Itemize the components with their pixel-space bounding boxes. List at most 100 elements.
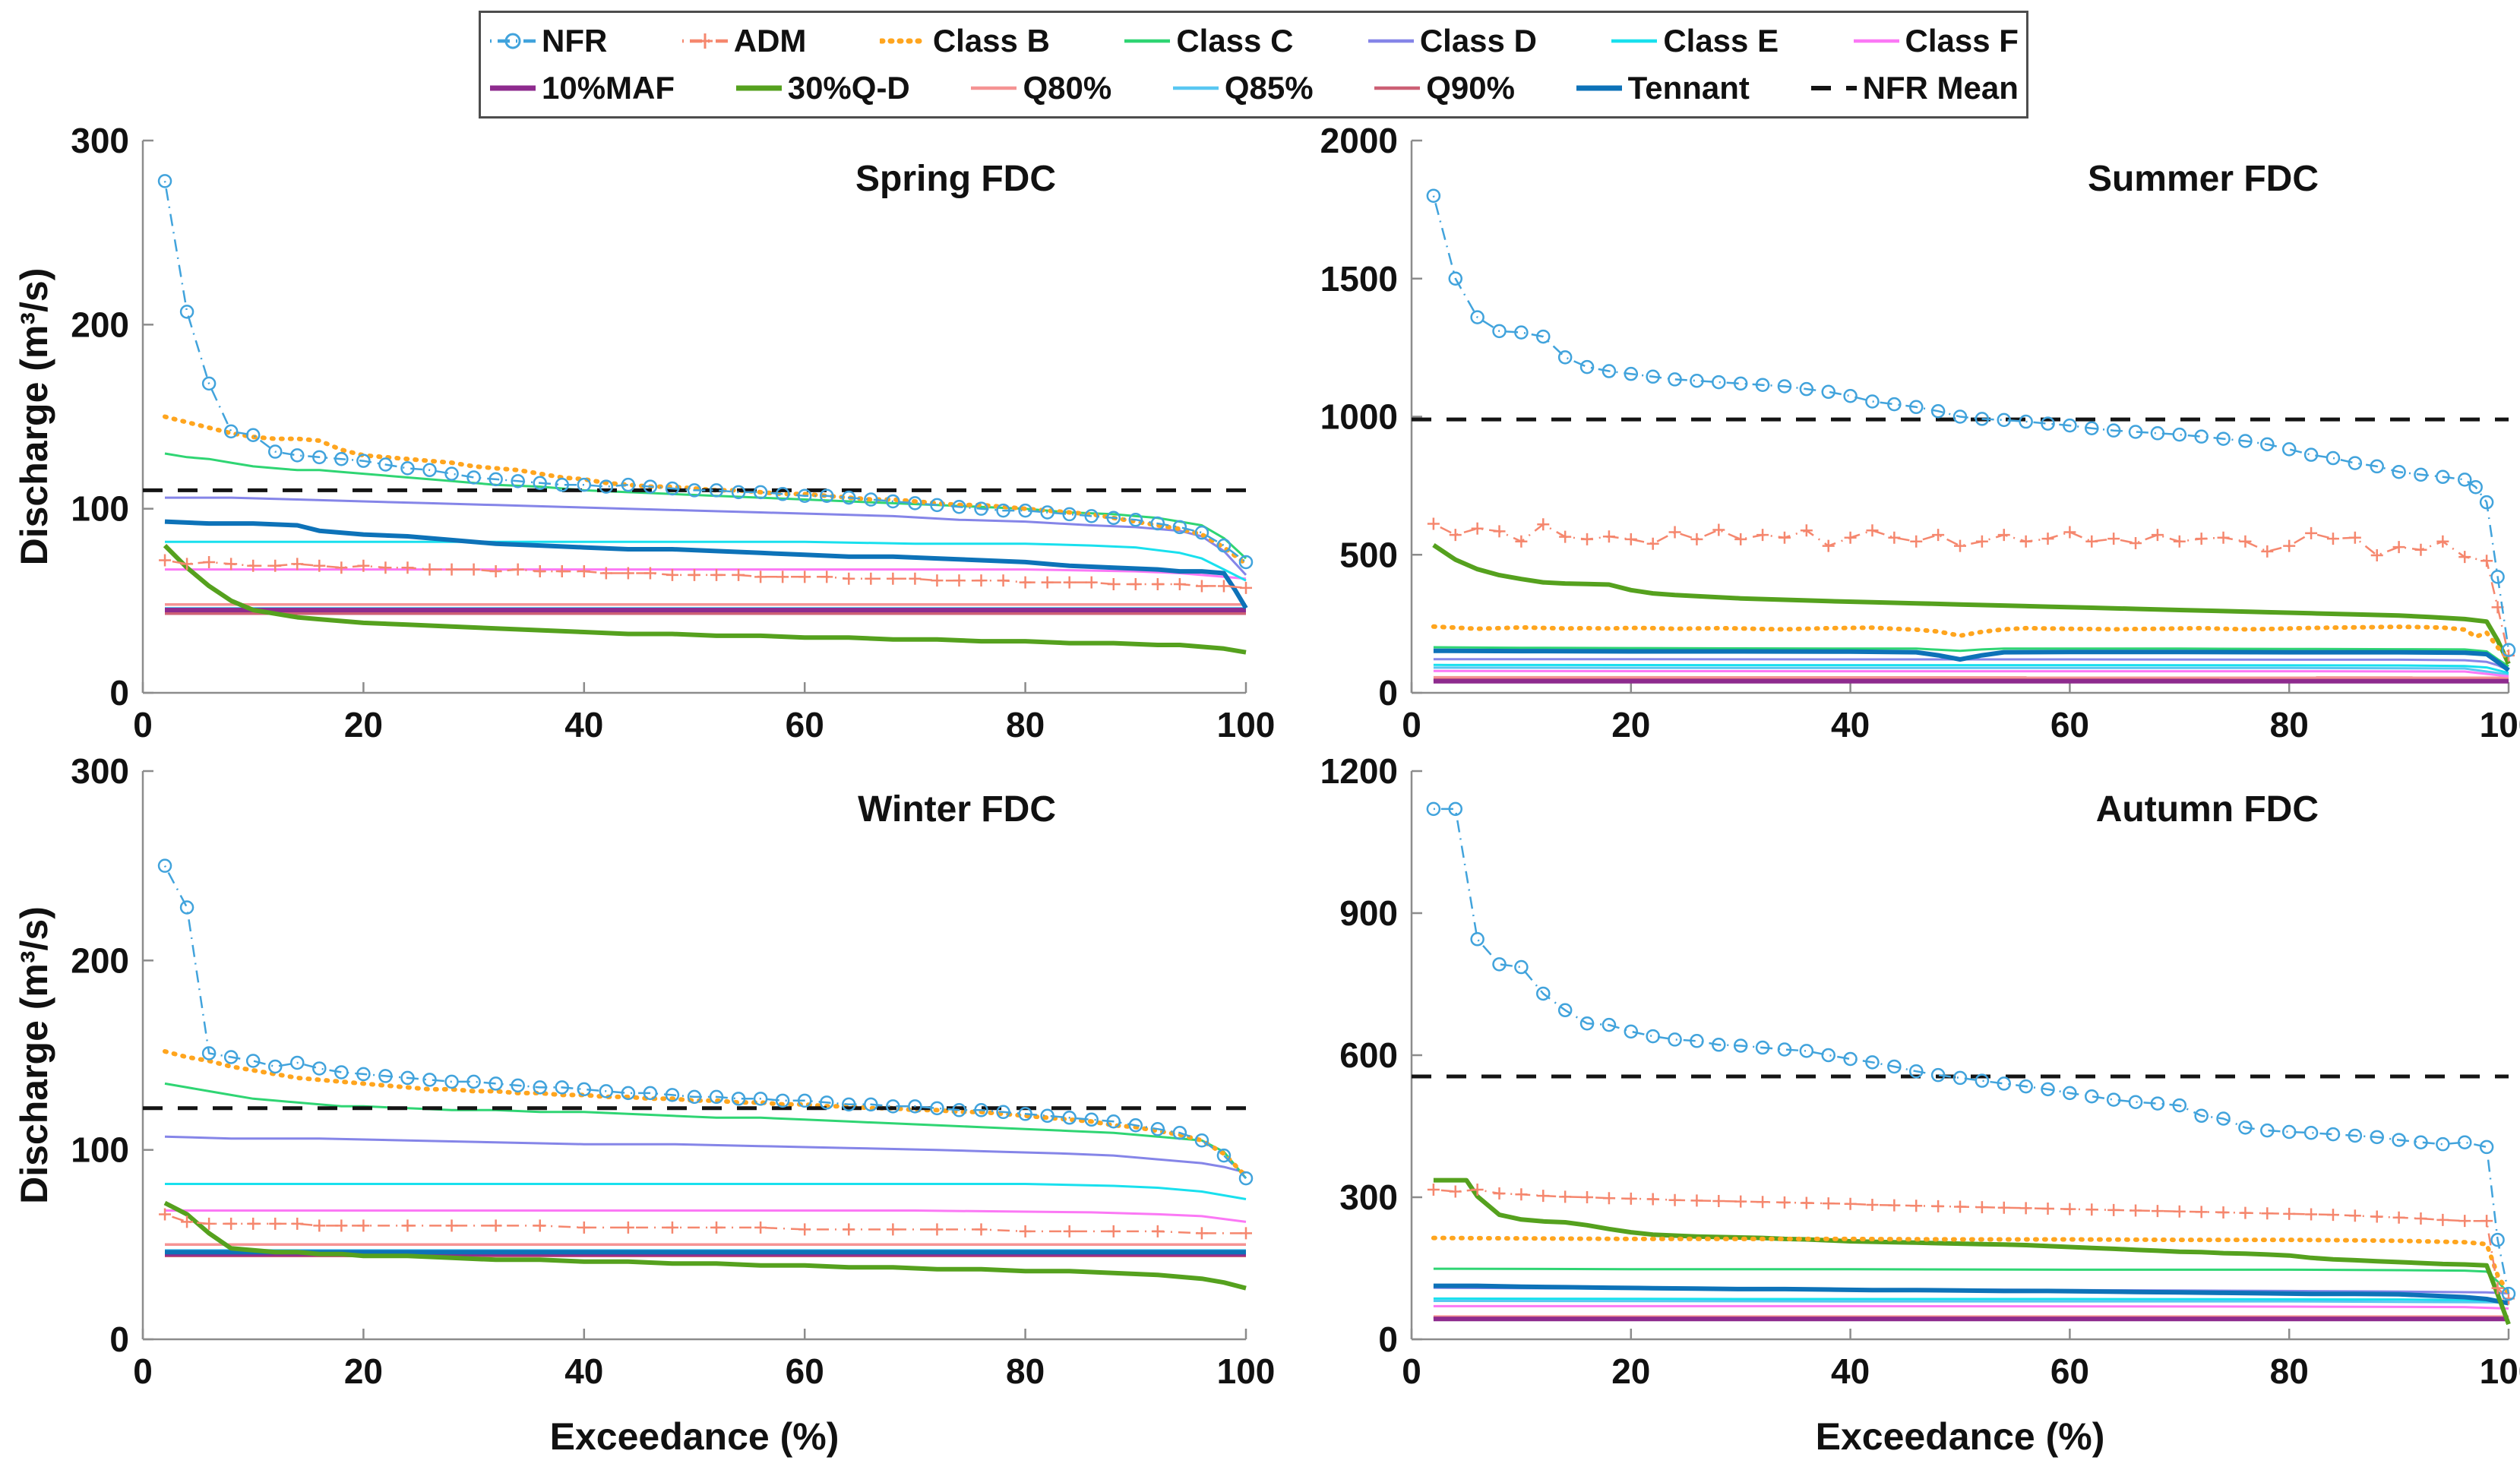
nfr-marker-icon <box>775 487 790 501</box>
nfr-marker-icon <box>2457 1135 2472 1149</box>
nfr-marker-icon <box>2106 1092 2121 1107</box>
x-tick-label: 40 <box>1831 705 1870 744</box>
nfr-marker-icon <box>819 488 834 503</box>
adm-marker-icon <box>2019 1202 2032 1215</box>
adm-marker-icon <box>2370 548 2383 561</box>
adm-marker-icon <box>2130 1204 2142 1217</box>
nfr-marker-icon <box>267 1059 283 1074</box>
nfr-marker-icon <box>2128 425 2143 439</box>
series-line-classf <box>1433 669 2509 678</box>
adm-marker-icon <box>181 558 194 571</box>
nfr-marker-icon <box>179 900 194 915</box>
adm-marker-icon <box>843 1223 855 1236</box>
adm-marker-icon <box>1240 581 1252 594</box>
classd-line-swatch-icon <box>1368 39 1414 43</box>
y-tick-label: 0 <box>109 673 129 713</box>
y-tick-label: 600 <box>1339 1035 1398 1075</box>
nfr-marker-icon <box>1194 1133 1209 1148</box>
nfr-marker-icon <box>2501 643 2516 657</box>
nfr-marker-icon <box>312 450 327 465</box>
series-line-qd30 <box>1432 543 2511 665</box>
nfr-marker-icon <box>1084 509 1099 523</box>
nfr-marker-icon <box>378 457 393 472</box>
nfr-marker-icon <box>201 1046 217 1060</box>
series-line-classf <box>1433 1304 2509 1310</box>
nfr-marker-icon <box>157 174 172 188</box>
q85-line-swatch-icon <box>1172 86 1219 90</box>
nfr-marker-icon <box>245 1054 261 1068</box>
adm-marker-icon <box>467 563 480 576</box>
nfr-marker-icon <box>1821 1048 1835 1063</box>
adm-marker-icon <box>1778 531 1791 544</box>
nfr-marker-icon <box>1624 1024 1639 1039</box>
nfr-marker-icon <box>1106 510 1121 526</box>
adm-marker-icon <box>1063 576 1076 589</box>
adm-marker-icon <box>1019 576 1032 589</box>
adm-marker-icon <box>776 571 789 583</box>
legend-label: Q90% <box>1426 70 1515 106</box>
x-tick-label: 100 <box>2480 705 2520 744</box>
nfr-marker-icon <box>1172 1125 1187 1140</box>
adm-marker-icon <box>313 559 326 572</box>
nfr-marker-icon <box>842 1097 856 1112</box>
nfr-marker-icon <box>2172 427 2187 442</box>
adm-line-swatch-icon <box>681 33 728 49</box>
adm-marker-icon <box>1997 529 2010 542</box>
nfr-marker-icon <box>1690 373 1704 388</box>
nfr-marker-icon <box>2281 442 2297 457</box>
adm-marker-icon <box>2085 535 2098 548</box>
nfr-marker-icon <box>2479 1140 2494 1155</box>
legend-item-nfrmean: NFR Mean <box>1810 70 2019 106</box>
nfr-marker-icon <box>2303 447 2319 462</box>
nfr-marker-icon <box>2490 570 2505 584</box>
nfr-marker-icon <box>489 1076 503 1091</box>
nfr-marker-icon <box>731 485 746 500</box>
legend-item-q80: Q80% <box>969 70 1111 106</box>
adm-marker-icon <box>1151 578 1164 591</box>
nfr-marker-icon <box>1514 325 1529 340</box>
adm-marker-icon <box>643 567 656 580</box>
adm-marker-icon <box>798 571 811 583</box>
nfr-marker-icon <box>952 499 966 514</box>
nfr-marker-icon <box>1712 375 1726 390</box>
nfr-marker-icon <box>996 1105 1010 1120</box>
nfr-marker-icon <box>2370 1130 2384 1145</box>
legend-row-1: NFR ADM Class B Class C Class D Class E Class … <box>489 17 2019 65</box>
nfr-marker-icon <box>1930 403 1946 419</box>
nfr-marker-icon <box>797 488 812 503</box>
nfr-marker-icon <box>753 1092 768 1106</box>
adm-marker-icon <box>1602 1192 1615 1205</box>
y-tick-label: 100 <box>71 1130 129 1170</box>
legend-item-nfr: NFR <box>489 23 607 59</box>
nfr-marker-icon <box>1733 1038 1748 1053</box>
adm-marker-icon <box>798 1223 811 1236</box>
series-line-q85 <box>1433 1300 2509 1304</box>
nfr-marker-icon <box>2436 1136 2450 1152</box>
adm-marker-icon <box>577 565 590 578</box>
nfr-marker-icon <box>1908 400 1924 415</box>
nfr-marker-icon <box>2063 1086 2077 1101</box>
nfr-marker-icon <box>555 477 570 492</box>
nfr-marker-icon <box>1624 366 1639 381</box>
series-line-qd30 <box>1433 1177 2511 1326</box>
nfr-marker-icon <box>2041 416 2055 431</box>
panel-title: Autumn FDC <box>2096 789 2319 830</box>
nfr-marker-icon <box>1712 1038 1726 1052</box>
adm-marker-icon <box>1910 1200 1923 1212</box>
nfr-marker-icon <box>1238 1171 1254 1186</box>
panel-autumn-fdc: 0 20 40 60 80 100 0 300 600 900 1200 Autumn FDC Exce… <box>1320 751 2520 1458</box>
nfr-marker-icon <box>1492 324 1507 339</box>
adm-marker-icon <box>2436 1213 2449 1226</box>
adm-marker-icon <box>865 572 877 585</box>
adm-marker-icon <box>2480 555 2493 567</box>
nfr-marker-icon <box>2194 429 2209 444</box>
nfr-marker-icon <box>201 376 217 391</box>
nfr-marker-icon <box>1492 957 1507 972</box>
q80-line-swatch-icon <box>971 86 1017 90</box>
x-tick-label: 20 <box>344 1351 383 1391</box>
adm-marker-icon <box>225 558 238 571</box>
adm-marker-icon <box>2261 545 2274 558</box>
nfr-marker-icon <box>643 479 658 494</box>
adm-marker-icon <box>1888 531 1901 544</box>
